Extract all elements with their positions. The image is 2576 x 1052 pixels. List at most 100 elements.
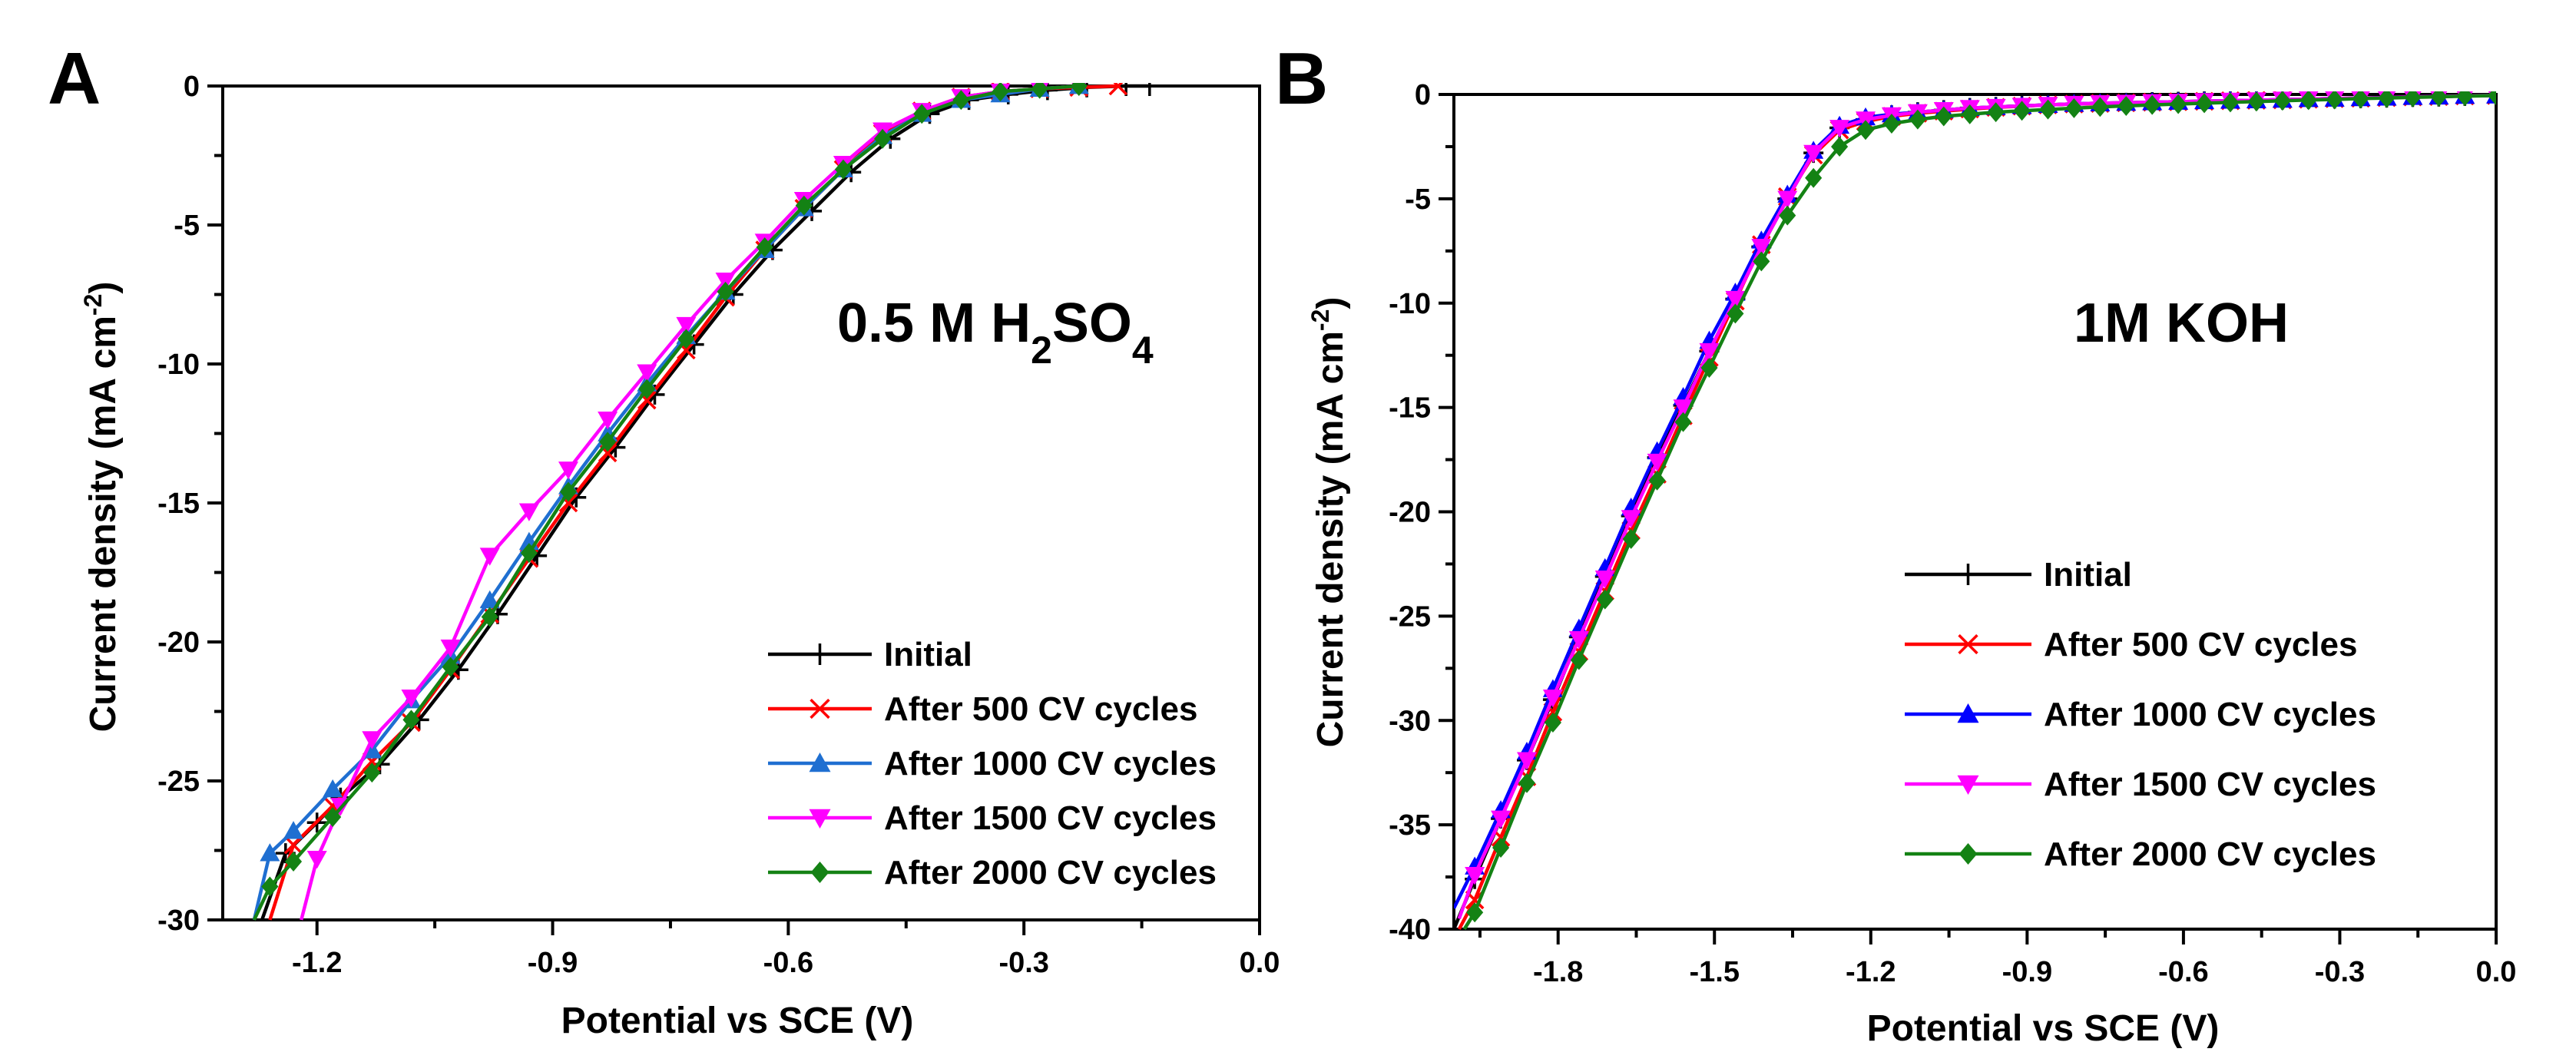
legend-label: Initial bbox=[2044, 556, 2132, 594]
data-point bbox=[323, 779, 343, 798]
y-tick-label: -25 bbox=[1389, 600, 1431, 633]
data-point bbox=[1779, 205, 1796, 226]
data-point bbox=[559, 481, 578, 502]
data-point bbox=[1621, 510, 1641, 528]
legend-marker bbox=[1957, 775, 1979, 795]
data-point bbox=[518, 503, 539, 521]
data-point bbox=[362, 731, 382, 749]
y-tick-label: -20 bbox=[1389, 497, 1431, 529]
data-point bbox=[2456, 91, 2474, 107]
data-point bbox=[2117, 95, 2135, 116]
panel-b-ylabel: Current density (mA cm-2) bbox=[1306, 297, 1351, 748]
data-point bbox=[1594, 571, 1615, 589]
panel-a: A 0.5 M H2SO4 Potential vs SCE (V) Curre… bbox=[48, 38, 1280, 1041]
data-point bbox=[1647, 453, 1667, 472]
data-point bbox=[520, 543, 538, 564]
legend-marker bbox=[809, 753, 831, 772]
x-tick-label: 0.0 bbox=[2476, 956, 2517, 988]
data-point bbox=[284, 851, 303, 872]
legend-label: After 2000 CV cycles bbox=[884, 854, 1217, 892]
legend-marker bbox=[810, 698, 830, 720]
legend-marker bbox=[1958, 843, 1978, 865]
x-tick-label: -0.3 bbox=[998, 947, 1048, 979]
data-point bbox=[756, 237, 773, 257]
data-point bbox=[479, 548, 500, 566]
y-tick-label: -25 bbox=[157, 766, 200, 798]
panel-b-xlabel: Potential vs SCE (V) bbox=[1867, 1008, 2220, 1049]
series-4 bbox=[1462, 91, 2496, 931]
data-point bbox=[1070, 83, 1088, 96]
panel-a-ylabel: Current density (mA cm-2) bbox=[79, 282, 124, 733]
data-point bbox=[1466, 902, 1484, 923]
data-point bbox=[2352, 91, 2369, 109]
data-point bbox=[1961, 104, 1978, 124]
data-point bbox=[1622, 528, 1640, 549]
data-point bbox=[2326, 91, 2343, 110]
data-point bbox=[2487, 91, 2496, 106]
y-tick-label: -30 bbox=[157, 905, 200, 937]
y-tick-label: -35 bbox=[1389, 809, 1431, 842]
legend-marker bbox=[1957, 564, 1979, 585]
data-point bbox=[599, 432, 617, 452]
y-tick-label: -5 bbox=[1405, 184, 1431, 216]
data-point bbox=[2221, 92, 2240, 113]
data-point bbox=[402, 710, 420, 730]
data-point bbox=[401, 690, 422, 708]
legend-label: Initial bbox=[884, 636, 972, 673]
y-tick-label: -30 bbox=[1389, 705, 1431, 737]
legend-label: After 500 CV cycles bbox=[884, 690, 1197, 728]
data-point bbox=[2430, 91, 2448, 107]
legend-marker bbox=[809, 809, 831, 829]
legend-label: After 1500 CV cycles bbox=[2044, 766, 2376, 803]
panel-b-letter: B bbox=[1275, 38, 1328, 120]
data-point bbox=[1987, 102, 2005, 123]
data-point bbox=[283, 821, 304, 839]
legend-label: After 500 CV cycles bbox=[2044, 626, 2357, 663]
x-tick-label: -1.8 bbox=[1533, 956, 1583, 988]
legend-label: After 1500 CV cycles bbox=[884, 799, 1217, 837]
data-point bbox=[1935, 106, 1952, 127]
data-point bbox=[1031, 83, 1048, 99]
data-point bbox=[479, 590, 500, 609]
data-point bbox=[1829, 120, 1850, 138]
data-point bbox=[1856, 120, 1875, 141]
x-tick-label: -1.5 bbox=[1690, 956, 1740, 988]
data-point bbox=[1909, 109, 1926, 130]
x-tick-label: 0.0 bbox=[1240, 947, 1280, 979]
data-point bbox=[306, 850, 327, 869]
panel-b: B 1M KOH Potential vs SCE (V) Current de… bbox=[1275, 38, 2516, 1049]
data-point bbox=[1108, 83, 1128, 96]
data-point bbox=[676, 316, 697, 336]
data-point bbox=[1570, 650, 1588, 670]
data-point bbox=[874, 128, 892, 149]
legend-label: After 1000 CV cycles bbox=[884, 745, 1217, 782]
data-point bbox=[1673, 399, 1694, 418]
data-point bbox=[260, 843, 280, 862]
data-point bbox=[440, 639, 461, 658]
data-point bbox=[363, 763, 381, 783]
x-tick-label: -0.9 bbox=[528, 947, 578, 979]
data-point bbox=[1803, 144, 1824, 164]
data-point bbox=[1727, 303, 1744, 324]
data-point bbox=[1516, 752, 1537, 770]
y-tick-label: -10 bbox=[1389, 288, 1431, 320]
y-tick-label: -20 bbox=[157, 627, 200, 659]
data-point bbox=[324, 807, 342, 828]
data-point bbox=[2195, 93, 2213, 114]
data-point bbox=[442, 657, 459, 677]
data-point bbox=[1777, 190, 1798, 209]
data-point bbox=[2144, 94, 2161, 115]
data-point bbox=[1882, 114, 1900, 134]
data-point bbox=[717, 281, 734, 302]
data-point bbox=[913, 104, 931, 124]
data-point bbox=[2247, 91, 2265, 112]
y-tick-label: -40 bbox=[1389, 914, 1431, 946]
legend-marker bbox=[809, 643, 831, 665]
data-point bbox=[2039, 99, 2057, 120]
x-tick-label: -0.9 bbox=[2002, 956, 2052, 988]
data-point bbox=[1492, 838, 1510, 858]
data-point bbox=[638, 379, 656, 399]
data-point bbox=[2091, 97, 2109, 117]
